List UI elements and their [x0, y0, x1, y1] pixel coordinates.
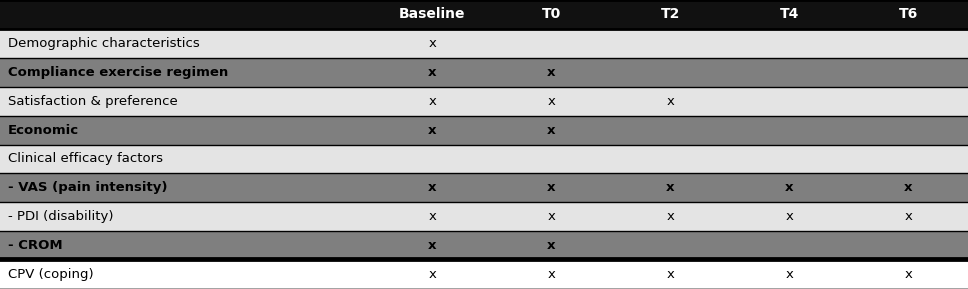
Bar — [0, 116, 968, 144]
Text: - VAS (pain intensity): - VAS (pain intensity) — [8, 181, 167, 194]
Text: Demographic characteristics: Demographic characteristics — [8, 37, 199, 50]
Text: T6: T6 — [899, 8, 918, 21]
Text: CPV (coping): CPV (coping) — [8, 268, 93, 281]
Text: Clinical efficacy factors: Clinical efficacy factors — [8, 153, 163, 165]
Text: x: x — [428, 66, 437, 79]
Bar — [0, 173, 968, 202]
Text: x: x — [785, 181, 794, 194]
Bar — [0, 260, 968, 289]
Text: Satisfaction & preference: Satisfaction & preference — [8, 95, 177, 108]
Bar — [0, 58, 968, 87]
Text: x: x — [428, 124, 437, 136]
Text: x: x — [904, 181, 913, 194]
Bar — [0, 144, 968, 173]
Text: x: x — [785, 210, 794, 223]
Text: x: x — [428, 37, 437, 50]
Text: x: x — [547, 268, 556, 281]
Text: x: x — [547, 239, 556, 252]
Text: x: x — [904, 210, 913, 223]
Text: x: x — [547, 210, 556, 223]
Text: T4: T4 — [779, 8, 800, 21]
Bar — [0, 202, 968, 231]
Text: x: x — [785, 268, 794, 281]
Text: x: x — [428, 181, 437, 194]
Bar — [0, 231, 968, 260]
Text: x: x — [547, 181, 556, 194]
Bar — [0, 29, 968, 58]
Text: T2: T2 — [660, 8, 681, 21]
Text: x: x — [904, 268, 913, 281]
Text: Economic: Economic — [8, 124, 78, 136]
Text: x: x — [666, 181, 675, 194]
Text: x: x — [428, 210, 437, 223]
Text: x: x — [547, 95, 556, 108]
Text: x: x — [547, 124, 556, 136]
Text: Baseline: Baseline — [399, 8, 466, 21]
Text: - PDI (disability): - PDI (disability) — [8, 210, 113, 223]
Text: T0: T0 — [542, 8, 560, 21]
Text: x: x — [666, 268, 675, 281]
Text: x: x — [666, 210, 675, 223]
Text: Compliance exercise regimen: Compliance exercise regimen — [8, 66, 228, 79]
Text: x: x — [428, 239, 437, 252]
Text: x: x — [428, 95, 437, 108]
Text: x: x — [666, 95, 675, 108]
Text: - CROM: - CROM — [8, 239, 62, 252]
Text: x: x — [547, 66, 556, 79]
Bar — [0, 87, 968, 116]
Text: x: x — [428, 268, 437, 281]
Bar — [0, 0, 968, 29]
